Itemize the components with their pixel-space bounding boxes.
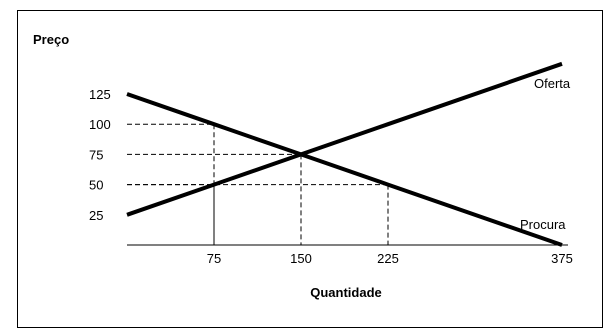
x-tick-labels: 75 150 225 375: [207, 251, 573, 266]
series-line-oferta: [126, 61, 563, 217]
x-axis-title: Quantidade: [310, 285, 382, 300]
series-line-procura: [126, 92, 563, 247]
y-tick-label: 25: [89, 208, 103, 223]
x-tick-label: 225: [377, 251, 399, 266]
y-tick-label: 50: [89, 178, 103, 193]
series-layer: [126, 61, 563, 247]
series-label-oferta: Oferta: [534, 76, 571, 91]
y-tick-labels: 125 100 75 50 25: [89, 87, 111, 223]
y-tick-label: 75: [89, 147, 103, 162]
x-tick-label: 150: [290, 251, 312, 266]
reference-lines: [127, 123, 389, 245]
y-tick-label: 125: [89, 87, 111, 102]
y-tick-label: 100: [89, 117, 111, 132]
series-label-procura: Procura: [520, 217, 566, 232]
x-tick-label: 75: [207, 251, 221, 266]
x-tick-label: 375: [551, 251, 573, 266]
chart-frame: [17, 10, 603, 328]
y-axis-title: Preço: [33, 32, 69, 47]
